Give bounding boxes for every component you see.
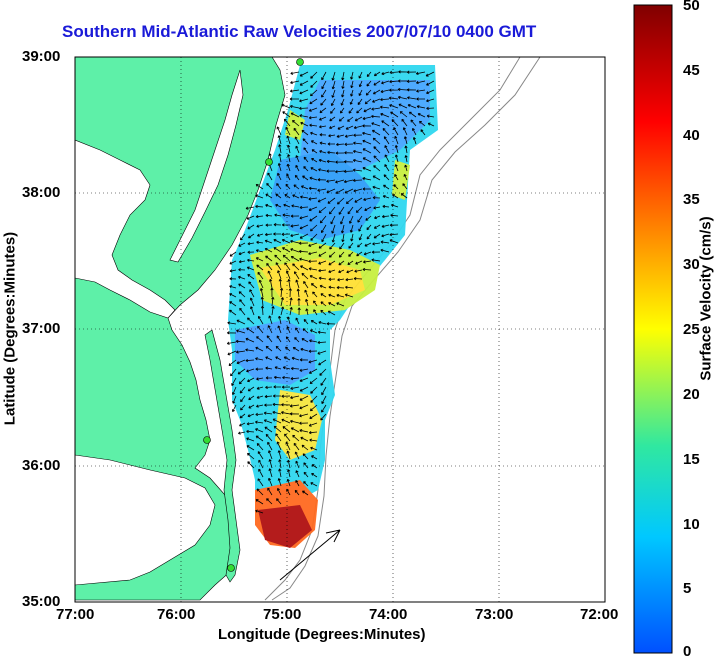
radar-stations <box>203 58 304 572</box>
velocity-arrow-set <box>226 70 435 514</box>
colorbar-tick-label: 0 <box>683 643 692 660</box>
outer-banks <box>204 329 241 583</box>
plot-frame <box>74 56 606 603</box>
colorbar-tick-label: 35 <box>683 191 700 208</box>
colorbar-tick-label: 20 <box>683 386 700 403</box>
velocity-arrows <box>226 70 435 514</box>
x-tick-label: 73:00 <box>475 606 514 623</box>
colorbar-tick-label: 10 <box>683 516 700 533</box>
station-marker <box>203 436 211 444</box>
y-tick-label: 35:00 <box>22 593 61 610</box>
station-marker <box>296 58 304 66</box>
colorbar-tick-label: 25 <box>683 321 700 338</box>
y-tick-label: 39:00 <box>22 48 61 65</box>
grid-lines <box>75 57 605 602</box>
colorbar <box>633 4 673 654</box>
x-tick-label: 74:00 <box>369 606 408 623</box>
colorbar-tick-label: 45 <box>683 62 700 79</box>
x-tick-label: 76:00 <box>157 606 196 623</box>
pamlico-sound <box>75 454 216 586</box>
y-tick-label: 37:00 <box>22 320 61 337</box>
y-axis-title: Latitude (Degrees:Minutes) <box>1 231 19 426</box>
x-tick-label: 77:00 <box>56 606 95 623</box>
colorbar-tick-label: 5 <box>683 580 692 597</box>
colorbar-title: Surface Velocity (cm/s) <box>697 216 715 381</box>
bay-upper <box>169 69 244 263</box>
colorbar-tick-label: 30 <box>683 256 700 273</box>
chesapeake-bay <box>75 139 176 319</box>
station-marker <box>227 564 235 572</box>
scale-arrow <box>279 529 341 581</box>
station-marker <box>265 158 273 166</box>
x-tick-label: 72:00 <box>580 606 619 623</box>
x-axis-title: Longitude (Degrees:Minutes) <box>218 626 426 643</box>
x-tick-label: 75:00 <box>263 606 302 623</box>
y-tick-label: 36:00 <box>22 457 61 474</box>
y-tick-label: 38:00 <box>22 184 61 201</box>
colorbar-tick-label: 50 <box>683 0 700 14</box>
colorbar-tick-label: 40 <box>683 127 700 144</box>
map-title: Southern Mid-Atlantic Raw Velocities 200… <box>62 22 537 41</box>
colorbar-tick-label: 15 <box>683 451 700 468</box>
